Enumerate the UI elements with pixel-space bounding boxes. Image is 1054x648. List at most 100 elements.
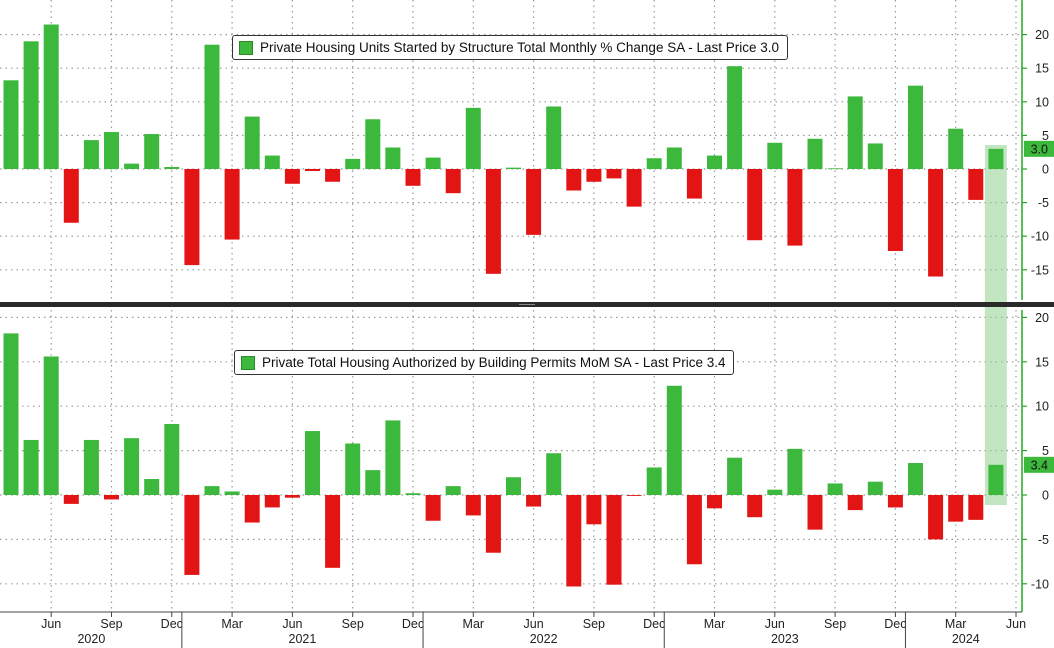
legend-label: Private Housing Units Started by Structu… [260, 40, 780, 55]
bar [445, 486, 461, 495]
bar [144, 134, 160, 169]
x-axis-month-label: Sep [824, 617, 846, 631]
x-axis-month-label: Mar [221, 617, 243, 631]
bar [566, 169, 582, 191]
bar [305, 169, 320, 172]
legend-label: Private Total Housing Authorized by Buil… [262, 355, 726, 370]
bar [284, 495, 300, 498]
bar [345, 158, 361, 169]
bar [807, 495, 823, 530]
bar [63, 495, 79, 504]
x-axis-year-label: 2024 [952, 632, 980, 646]
bar [284, 169, 300, 184]
bar [787, 169, 803, 246]
bar [948, 128, 964, 169]
x-axis-month-label: Jun [41, 617, 61, 631]
x-axis-year-label: 2023 [771, 632, 799, 646]
last-price-tag [1024, 456, 1054, 473]
bar [3, 80, 19, 169]
bar [646, 467, 662, 495]
bar [686, 169, 702, 199]
bar [43, 356, 59, 495]
bar [787, 448, 803, 495]
bar [23, 439, 39, 495]
bar [325, 495, 341, 568]
bar [224, 169, 240, 240]
bars [3, 24, 1004, 587]
last-price-label: 3.0 [1031, 142, 1048, 156]
y-axis-tick-label: -5 [1038, 196, 1049, 210]
y-axis-tick-label: -5 [1038, 533, 1049, 547]
bar [204, 486, 220, 495]
x-axis-month-label: Sep [583, 617, 605, 631]
bar [144, 479, 160, 495]
x-axis-year-label: 2021 [289, 632, 317, 646]
bar [887, 495, 903, 508]
x-axis-month-label: Sep [342, 617, 364, 631]
x-axis-month-label: Mar [463, 617, 485, 631]
bar [345, 443, 361, 495]
bar [968, 169, 984, 200]
bar [164, 423, 180, 495]
y-axis-tick-label: 15 [1035, 355, 1049, 369]
bar [666, 385, 682, 495]
bar [546, 106, 562, 169]
y-axis-tick-label: -15 [1031, 263, 1049, 277]
bar [124, 438, 140, 495]
bar [23, 41, 39, 169]
bar [244, 116, 260, 169]
bar [184, 169, 200, 266]
bar [686, 495, 702, 565]
bar [727, 66, 743, 169]
bar [566, 495, 582, 587]
x-axis-month-label: Mar [704, 617, 726, 631]
bar [425, 157, 441, 169]
bar [425, 495, 441, 521]
bar [465, 495, 481, 516]
y-axis-tick-label: -10 [1031, 577, 1049, 591]
bar [365, 119, 381, 169]
bar [164, 166, 180, 169]
bar [928, 169, 944, 277]
bar [747, 495, 763, 518]
bar [988, 148, 1004, 169]
bar [867, 143, 883, 169]
bar [104, 495, 119, 500]
bar [365, 470, 381, 495]
y-axis-tick-label: 0 [1042, 163, 1049, 177]
bar [546, 453, 562, 495]
last-price-tag [1024, 140, 1054, 157]
legend-housing-starts: Private Housing Units Started by Structu… [232, 35, 789, 60]
legend-swatch-green [241, 355, 255, 370]
x-axis-month-label: Dec [884, 617, 906, 631]
x-axis-month-label: Dec [161, 617, 183, 631]
bar [526, 169, 542, 235]
bar [3, 333, 19, 495]
bar [666, 147, 682, 169]
bar [767, 142, 783, 169]
legend-building-permits: Private Total Housing Authorized by Buil… [234, 350, 735, 375]
bar [43, 24, 59, 169]
bar [948, 495, 964, 522]
bar [908, 463, 923, 495]
bar [264, 155, 280, 169]
bar [586, 169, 602, 182]
bar [747, 169, 763, 241]
bar [727, 457, 743, 495]
y-axis-tick-label: -10 [1031, 230, 1049, 244]
bar [807, 138, 823, 169]
x-axis-month-label: Dec [643, 617, 665, 631]
bar [465, 107, 481, 169]
bar [445, 169, 461, 194]
bar [405, 169, 421, 186]
bar [887, 169, 903, 251]
bar [847, 96, 863, 169]
last-price-label: 3.4 [1031, 458, 1048, 472]
y-axis-tick-label: 15 [1035, 62, 1049, 76]
x-axis-month-label: Jun [282, 617, 302, 631]
bar [526, 495, 542, 507]
x-axis-month-label: Jun [524, 617, 544, 631]
x-axis-month-label: Mar [945, 617, 967, 631]
bar [184, 495, 200, 575]
